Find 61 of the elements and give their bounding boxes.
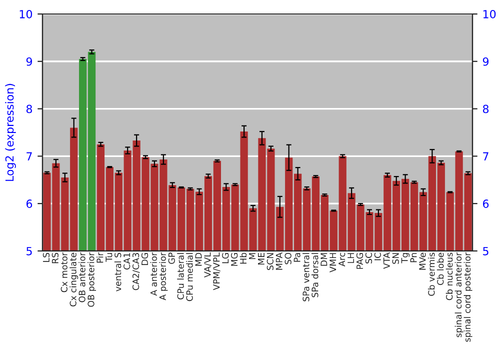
x-tick-label: ventral S bbox=[114, 252, 122, 292]
x-tick-label: MD bbox=[195, 252, 202, 266]
x-tick-label: CA1 bbox=[124, 253, 130, 270]
x-tick-label: SPa dorsal bbox=[311, 253, 318, 298]
y2-tick-label: 9 bbox=[482, 57, 489, 66]
x-tick-label: A posterior bbox=[159, 252, 168, 300]
x-tick-label: MPA bbox=[276, 252, 282, 270]
x-tick-label: SPa ventral bbox=[302, 253, 310, 302]
x-tick-label: Pa bbox=[294, 253, 300, 262]
y-tick-label: 10 bbox=[20, 10, 32, 18]
x-tick-label: GP bbox=[168, 252, 175, 264]
x-tick-label: Tg bbox=[401, 253, 410, 264]
x-tick-label: OB posterior bbox=[88, 252, 96, 307]
x-tick-label: Arc bbox=[338, 252, 346, 266]
x-tick-label: MG bbox=[231, 253, 238, 266]
x-tick-label: SCN bbox=[266, 253, 274, 270]
x-tick-label: VTA bbox=[383, 252, 390, 269]
y-tick-label: 8 bbox=[26, 104, 32, 114]
x-tick-label: CPu medial bbox=[186, 253, 193, 302]
x-tick-label: LH bbox=[348, 253, 354, 263]
x-tick-label: Tu bbox=[106, 253, 112, 262]
x-tick-label: Cb lobe bbox=[436, 252, 444, 286]
x-tick-label: A anterior bbox=[150, 252, 158, 296]
x-tick-label: ME bbox=[258, 252, 264, 265]
x-tick-label: SO bbox=[284, 252, 292, 264]
y2-tick-label: 6 bbox=[483, 200, 489, 208]
x-tick-label: SC bbox=[365, 252, 372, 264]
x-tick-label: IC bbox=[374, 252, 381, 260]
y-tick-label: 9 bbox=[26, 57, 32, 66]
x-tick-label: VMH bbox=[330, 253, 336, 272]
x-tick-label: Cx cingulate bbox=[70, 252, 78, 306]
x-tick-label: DM bbox=[320, 253, 328, 266]
x-tick-label: M bbox=[249, 253, 256, 260]
x-tick-label: spinal cord posterior bbox=[464, 252, 472, 342]
x-tick-label: Cb vermis bbox=[428, 252, 435, 296]
y-tick-label: 5 bbox=[26, 247, 32, 256]
y2-tick-label: 5 bbox=[483, 247, 488, 256]
y2-tick-label: 10 bbox=[483, 10, 496, 18]
x-tick-label: VPM/VPL bbox=[213, 252, 220, 290]
x-tick-label: OB anterior bbox=[78, 252, 86, 302]
x-tick-label: Pir bbox=[96, 252, 104, 263]
x-tick-label: MVe bbox=[419, 252, 426, 270]
x-tick-label: Cx motor bbox=[60, 252, 68, 292]
y-tick-label: 6 bbox=[26, 200, 32, 208]
x-tick-label: CPu lateral bbox=[177, 253, 184, 300]
x-tick-label: VA/VL bbox=[204, 252, 212, 278]
x-tick-label: CA2/CA3 bbox=[132, 253, 140, 290]
x-tick-label: PAG bbox=[356, 253, 364, 269]
x-tick-label: spinal cord anterior bbox=[454, 252, 464, 338]
x-tick-label: LG bbox=[222, 253, 229, 264]
x-tick-label: Pn bbox=[410, 253, 417, 262]
y-tick-label: 7 bbox=[26, 152, 32, 160]
x-tick-label: RS bbox=[52, 252, 58, 264]
x-tick-label: Hb bbox=[240, 252, 247, 264]
x-tick-label: DG bbox=[141, 253, 148, 265]
x-tick-label: Cb nucleus bbox=[446, 252, 453, 300]
y2-tick-label: 7 bbox=[483, 152, 488, 160]
y2-tick-label: 8 bbox=[482, 104, 489, 114]
y-axis-title: Log2 (expression) bbox=[5, 84, 16, 181]
x-tick-label: LS bbox=[42, 252, 50, 262]
x-tick-label: SN bbox=[392, 253, 399, 264]
